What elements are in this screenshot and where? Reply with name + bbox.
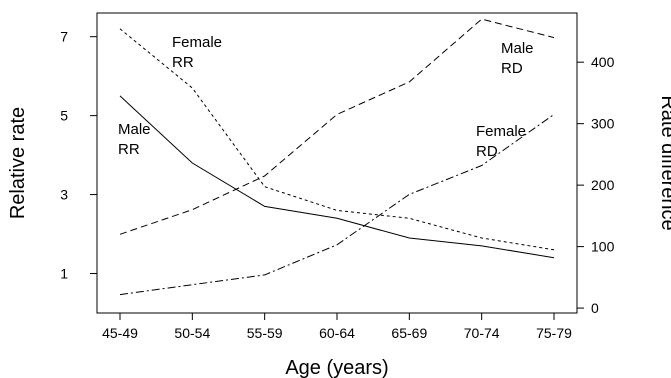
series-label-line1: Male — [118, 121, 151, 138]
series-label-line2: RD — [501, 60, 523, 77]
x-tick-label: 55-59 — [247, 325, 283, 341]
marks-layer: 45-49 50-54 55-59 60-64 65-69 70-74 75-79 1 3 5 7 0… — [60, 18, 615, 341]
y-right-tick-label: 200 — [591, 177, 615, 193]
x-tick-label: 50-54 — [174, 325, 210, 341]
x-tick-label: 45-49 — [102, 325, 138, 341]
series-label-line2: RR — [172, 54, 194, 71]
series-label-line1: Male — [501, 40, 534, 57]
series-line-male-rr — [119, 95, 555, 259]
series-label-line2: RD — [476, 143, 498, 160]
y-left-tick-label: 1 — [60, 266, 68, 282]
series-line-female-rd — [119, 113, 555, 296]
y-left-tick-label: 7 — [60, 29, 68, 45]
x-tick-label: 70-74 — [464, 325, 500, 341]
x-tick-label: 60-64 — [319, 325, 355, 341]
plot-frame — [96, 12, 578, 314]
y-left-tick-label: 3 — [60, 187, 68, 203]
y-left-tick-label: 5 — [60, 108, 68, 124]
x-axis-title: Age (years) — [285, 357, 388, 378]
x-tick-label: 65-69 — [391, 325, 427, 341]
x-tick-label: 75-79 — [536, 325, 572, 341]
y-axis-right-title: Rate difference — [657, 95, 671, 230]
y-right-tick-label: 0 — [591, 300, 599, 316]
series-label-line1: Female — [172, 34, 222, 51]
y-right-tick-label: 100 — [591, 239, 615, 255]
series-line-female-rr — [119, 28, 555, 251]
y-right-tick-label: 400 — [591, 54, 615, 70]
y-axis-left-title: Relative rate — [7, 107, 29, 219]
series-label-line2: RR — [118, 141, 140, 158]
y-right-tick-label: 300 — [591, 116, 615, 132]
series-label-line1: Female — [476, 123, 526, 140]
